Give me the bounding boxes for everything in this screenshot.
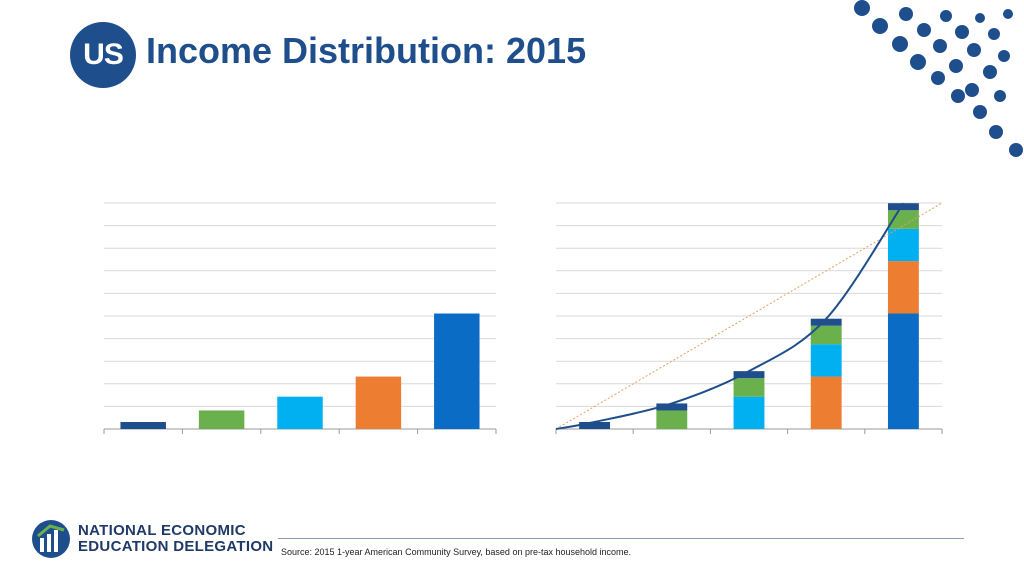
dot — [854, 0, 870, 16]
dot — [998, 50, 1010, 62]
bar — [120, 421, 166, 429]
dot — [933, 39, 947, 53]
dot — [892, 36, 908, 52]
charts-area — [103, 202, 943, 434]
dot — [983, 65, 997, 79]
stacked-bar-segment — [579, 421, 611, 429]
ned-logo-icon — [32, 520, 70, 558]
dot — [1003, 9, 1013, 19]
stacked-bar-segment — [733, 371, 765, 379]
bar — [355, 376, 402, 429]
org-name: NATIONAL ECONOMIC EDUCATION DELEGATION — [78, 523, 273, 555]
stacked-bar-segment — [887, 313, 919, 429]
org-name-line2: EDUCATION DELEGATION — [78, 538, 274, 555]
dot — [967, 43, 981, 57]
source-note: Source: 2015 1-year American Community S… — [281, 547, 632, 557]
footer-divider — [278, 538, 964, 539]
dot — [965, 83, 979, 97]
stacked-bar-segment — [887, 261, 919, 314]
lorenz-curve — [555, 202, 905, 430]
stacked-bar-segment — [810, 376, 842, 429]
chart-1 — [103, 202, 497, 434]
bar — [277, 396, 323, 429]
dot — [872, 18, 888, 34]
page-title: Income Distribution: 2015 — [146, 30, 587, 71]
stacked-bar-segment — [656, 410, 688, 429]
dot — [989, 125, 1003, 139]
dot — [917, 23, 931, 37]
dot — [931, 71, 945, 85]
dot — [994, 90, 1006, 102]
org-name-line1: NATIONAL ECONOMIC — [78, 522, 246, 539]
dot — [949, 59, 963, 73]
stacked-bar-segment — [810, 344, 842, 377]
stacked-bar-segment — [887, 228, 919, 262]
stacked-bar-segment — [733, 396, 765, 429]
us-badge: US — [70, 22, 136, 88]
dot — [910, 54, 926, 70]
dot — [899, 7, 913, 21]
equality-line — [555, 202, 943, 430]
dot — [955, 25, 969, 39]
dot — [988, 28, 1000, 40]
bar — [434, 313, 480, 429]
decorative-dots — [854, 0, 1023, 157]
dot — [973, 105, 987, 119]
dot — [940, 10, 952, 22]
chart-2 — [555, 202, 943, 434]
dot — [1009, 143, 1023, 157]
stacked-bar-segment — [733, 378, 765, 397]
bar — [198, 410, 245, 429]
stacked-bar-segment — [810, 325, 842, 345]
dot — [975, 13, 985, 23]
stacked-bar-segment — [810, 318, 842, 326]
dot — [951, 89, 965, 103]
stacked-bar-segment — [656, 403, 688, 411]
stacked-bar-segment — [887, 203, 919, 211]
